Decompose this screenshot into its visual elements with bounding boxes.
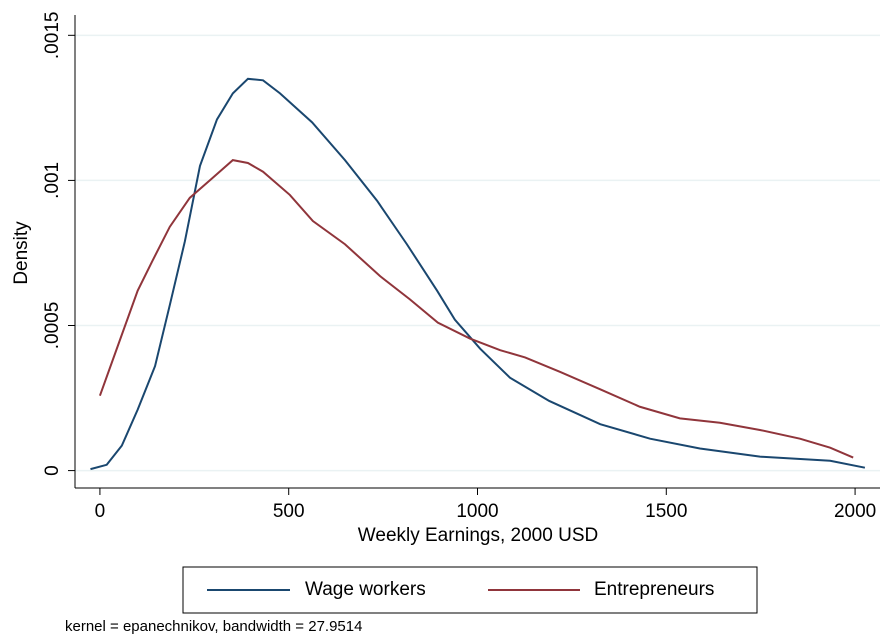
x-axis-label: Weekly Earnings, 2000 USD (358, 525, 598, 546)
note: kernel = epanechnikov, bandwidth = 27.95… (65, 618, 362, 635)
y-axis-label: Density (11, 221, 32, 285)
density-line (98, 159, 854, 459)
y-tick-label: .0005 (42, 302, 63, 350)
x-tick-label: 1000 (456, 501, 498, 522)
y-tick-label: 0 (42, 465, 63, 476)
x-tick-label: 2000 (834, 501, 876, 522)
y-tick-label: .001 (42, 162, 63, 199)
x-tick-label: 1500 (645, 501, 687, 522)
legend-label: Wage workers (305, 579, 426, 600)
density-line (90, 77, 866, 471)
x-tick-label: 500 (273, 501, 305, 522)
y-tick-label: .0015 (42, 12, 63, 60)
legend-label: Entrepreneurs (594, 579, 714, 600)
x-tick-label: 0 (95, 501, 106, 522)
